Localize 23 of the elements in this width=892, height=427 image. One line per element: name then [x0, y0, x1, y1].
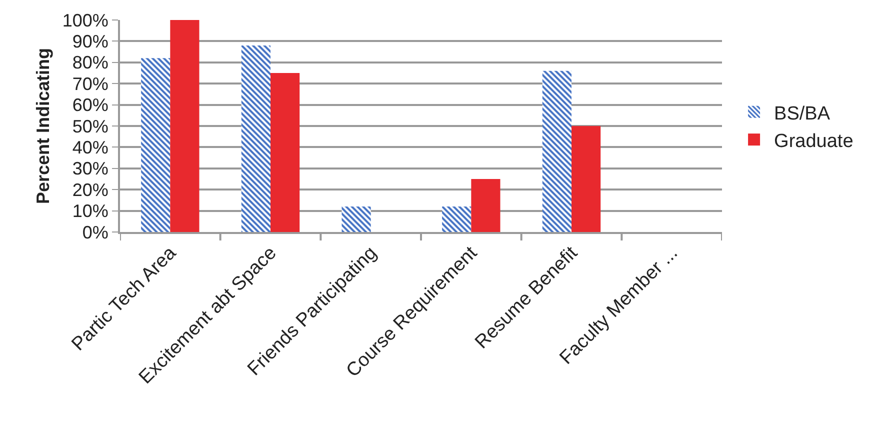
y-tick-label: 10%: [72, 201, 108, 222]
y-tick-label: 40%: [72, 138, 108, 158]
bar: [342, 206, 371, 232]
y-tick-label: 90%: [72, 32, 108, 52]
bar: [471, 179, 500, 232]
y-tick-label: 0%: [82, 222, 108, 242]
y-tick-label: 100%: [62, 10, 108, 30]
bar: [170, 20, 200, 232]
bar: [141, 58, 170, 232]
y-tick-label: 50%: [72, 116, 108, 136]
y-tick-label: 60%: [72, 95, 108, 116]
bar: [270, 73, 300, 232]
bar: [241, 45, 270, 232]
bar: [572, 126, 601, 232]
bar: [442, 206, 472, 232]
y-tick-label: 70%: [72, 74, 108, 94]
y-tick-label: 30%: [72, 158, 108, 179]
text: BS/BA: [774, 103, 830, 124]
y-tick-label: 20%: [72, 180, 108, 200]
y-axis-title: Percent Indicating: [33, 48, 54, 204]
legend-label: Graduate: [774, 130, 854, 152]
bar: [542, 70, 572, 232]
y-tick-label: 80%: [72, 52, 108, 73]
